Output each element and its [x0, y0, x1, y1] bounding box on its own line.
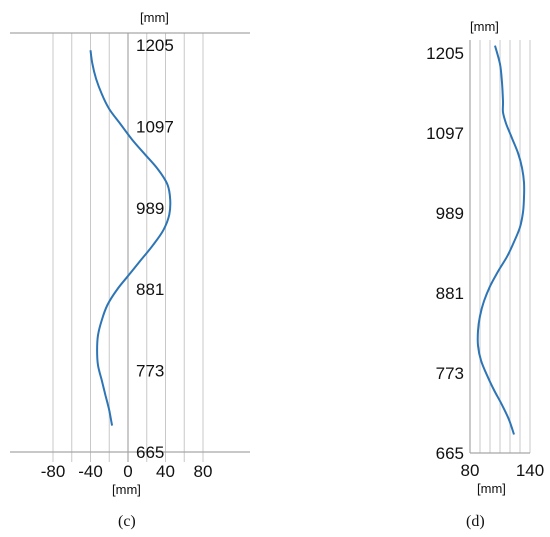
chart-c-y-unit: [mm]	[140, 10, 169, 25]
chart-c: 665 773 881 989 1097 1205 -80 -40 0 40 80 [mm] [m…	[10, 10, 250, 530]
chart-c-y-tick-label: 881	[136, 280, 164, 299]
chart-c-x-tick-label: -80	[41, 462, 66, 481]
chart-c-panel-label: (c)	[118, 513, 136, 530]
chart-d-x-tick-label: 80	[461, 461, 480, 480]
chart-d-y-tick-label: 989	[436, 204, 464, 223]
chart-c-x-unit: [mm]	[112, 482, 141, 497]
chart-d-panel-label: (d)	[466, 513, 485, 530]
chart-d-y-unit: [mm]	[470, 19, 499, 34]
chart-c-x-tick-label: -40	[78, 462, 103, 481]
chart-c-x-tick-label: 80	[194, 462, 213, 481]
chart-d-y-tick-label: 1097	[426, 124, 464, 143]
chart-c-y-tick-label: 665	[136, 443, 164, 462]
chart-c-series-line	[89, 50, 172, 426]
chart-c-y-tick-label: 773	[136, 362, 164, 381]
chart-d-series-line	[476, 45, 526, 435]
chart-d-y-tick-label: 665	[436, 444, 464, 463]
chart-d-y-tick-label: 773	[436, 364, 464, 383]
chart-c-x-tick-label: 0	[123, 462, 132, 481]
chart-c-y-tick-label: 1097	[136, 117, 174, 136]
chart-d-x-unit: [mm]	[477, 481, 506, 496]
chart-d-x-tick-label: 140	[516, 461, 544, 480]
chart-d-y-tick-label: 881	[436, 284, 464, 303]
chart-c-x-tick-label: 40	[156, 462, 175, 481]
chart-d: 665 773 881 989 1097 1205 80 140 [mm] [mm] (d)	[426, 19, 544, 530]
chart-c-y-tick-label: 989	[136, 199, 164, 218]
chart-c-y-tick-label: 1205	[136, 36, 174, 55]
chart-d-y-tick-label: 1205	[426, 44, 464, 63]
